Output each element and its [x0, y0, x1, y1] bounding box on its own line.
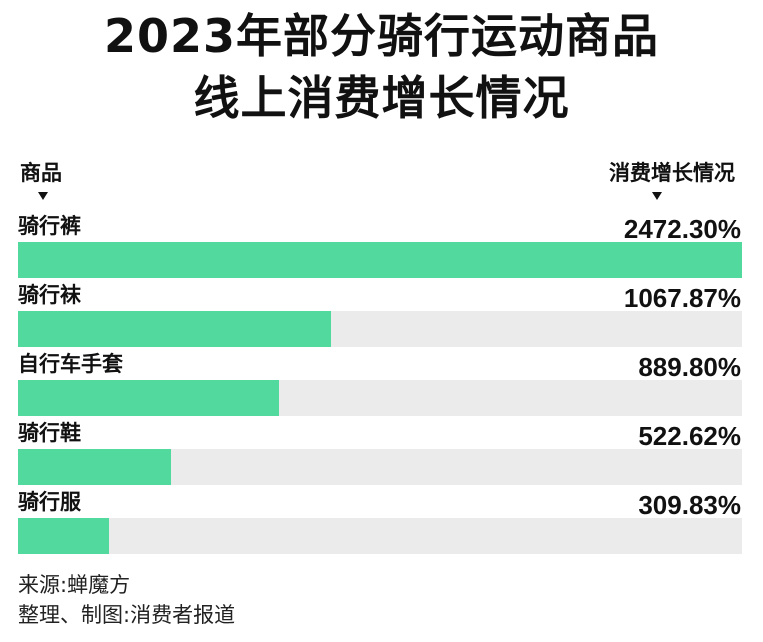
- bar-track: [18, 380, 742, 416]
- bar-track: [18, 518, 742, 554]
- bar: [18, 449, 171, 485]
- bar-value-label: 889.80%: [638, 352, 741, 382]
- chart-title-line1: 2023年部分骑行运动商品: [103, 9, 660, 63]
- bar-label: 骑行裤: [18, 214, 81, 238]
- value-arrow-icon: [652, 192, 662, 200]
- bar-value-label: 1067.87%: [623, 283, 741, 313]
- bar-label: 骑行服: [18, 490, 81, 514]
- bar-value-label: 2472.30%: [623, 214, 741, 244]
- bar-value-label: 309.83%: [638, 490, 741, 520]
- bar-track: [18, 449, 742, 485]
- source-note: 来源:蝉魔方: [18, 573, 131, 597]
- bar-label: 骑行鞋: [18, 421, 81, 445]
- category-column-header: 商品: [20, 161, 62, 185]
- bar-label: 骑行袜: [18, 283, 81, 307]
- bar-value-label: 522.62%: [638, 421, 741, 451]
- bar-track: [18, 242, 742, 278]
- bar-label: 自行车手套: [18, 352, 123, 376]
- bar-track: [18, 311, 742, 347]
- bar: [18, 380, 279, 416]
- bar: [18, 311, 331, 347]
- category-arrow-icon: [38, 192, 48, 200]
- chart-title-line2: 线上消费增长情况: [193, 71, 570, 125]
- bar: [18, 518, 109, 554]
- credit-note: 整理、制图:消费者报道: [18, 603, 236, 627]
- value-column-header: 消费增长情况: [609, 161, 735, 185]
- bar: [18, 242, 742, 278]
